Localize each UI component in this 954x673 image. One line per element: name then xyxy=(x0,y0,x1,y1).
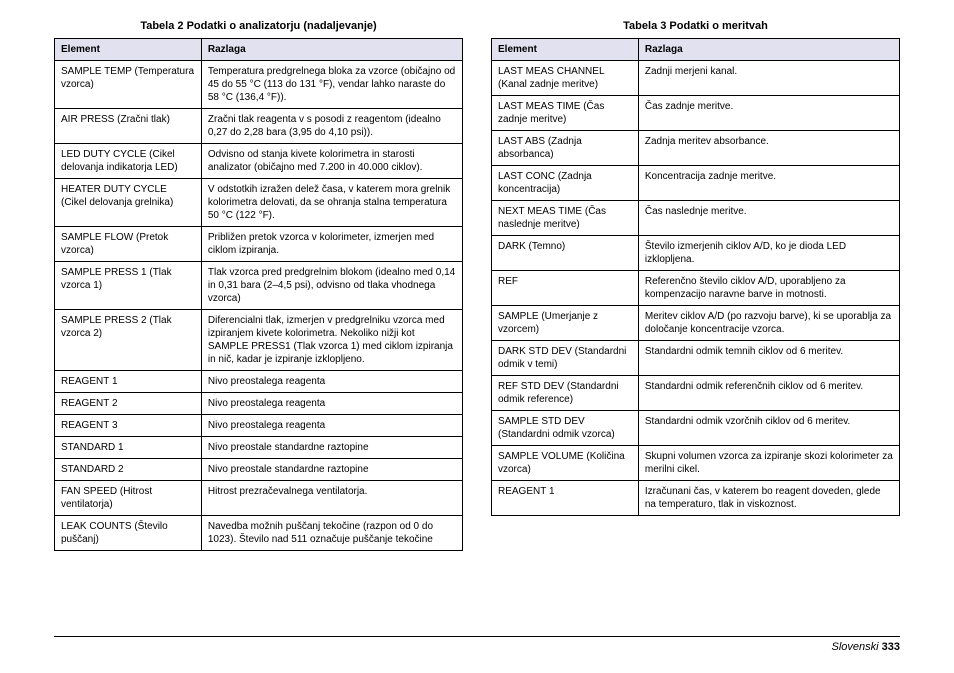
table3-cell-razlaga: Število izmerjenih ciklov A/D, ko je dio… xyxy=(638,236,899,271)
table2-row: REAGENT 3Nivo preostalega reagenta xyxy=(55,415,463,437)
table3-cell-razlaga: Čas naslednje meritve. xyxy=(638,201,899,236)
table3-cell-element: REF STD DEV (Standardni odmik reference) xyxy=(492,376,639,411)
table2-cell-razlaga: Temperatura predgrelnega bloka za vzorce… xyxy=(201,61,462,109)
table2-cell-razlaga: Nivo preostalega reagenta xyxy=(201,393,462,415)
table3-cell-element: SAMPLE (Umerjanje z vzorcem) xyxy=(492,306,639,341)
table3-row: REAGENT 1Izračunani čas, v katerem bo re… xyxy=(492,481,900,516)
table2-cell-element: STANDARD 1 xyxy=(55,437,202,459)
table2-cell-element: SAMPLE PRESS 2 (Tlak vzorca 2) xyxy=(55,310,202,371)
table2: Element Razlaga SAMPLE TEMP (Temperatura… xyxy=(54,38,463,551)
page-footer: Slovenski 333 xyxy=(54,636,900,653)
table2-row: REAGENT 1Nivo preostalega reagenta xyxy=(55,371,463,393)
table2-cell-razlaga: Nivo preostale standardne raztopine xyxy=(201,459,462,481)
table3-cell-element: DARK STD DEV (Standardni odmik v temi) xyxy=(492,341,639,376)
table3-cell-element: LAST MEAS TIME (Čas zadnje meritve) xyxy=(492,96,639,131)
table2-cell-element: SAMPLE TEMP (Temperatura vzorca) xyxy=(55,61,202,109)
table2-cell-razlaga: Nivo preostale standardne raztopine xyxy=(201,437,462,459)
table2-cell-element: LED DUTY CYCLE (Cikel delovanja indikato… xyxy=(55,144,202,179)
table2-cell-razlaga: Nivo preostalega reagenta xyxy=(201,371,462,393)
table2-header-razlaga: Razlaga xyxy=(201,39,462,61)
table3-cell-razlaga: Zadnja meritev absorbance. xyxy=(638,131,899,166)
table3-row: LAST CONC (Zadnja koncentracija)Koncentr… xyxy=(492,166,900,201)
table3-cell-razlaga: Standardni odmik temnih ciklov od 6 meri… xyxy=(638,341,899,376)
table3-row: LAST MEAS TIME (Čas zadnje meritve)Čas z… xyxy=(492,96,900,131)
page: Tabela 2 Podatki o analizatorju (nadalje… xyxy=(0,0,954,673)
footer-page-number: 333 xyxy=(882,641,900,653)
right-column: Tabela 3 Podatki o meritvah Element Razl… xyxy=(491,20,900,551)
table2-cell-element: STANDARD 2 xyxy=(55,459,202,481)
table2-cell-razlaga: Približen pretok vzorca v kolorimeter, i… xyxy=(201,227,462,262)
table3-row: LAST MEAS CHANNEL (Kanal zadnje meritve)… xyxy=(492,61,900,96)
table3-cell-razlaga: Skupni volumen vzorca za izpiranje skozi… xyxy=(638,446,899,481)
table2-cell-razlaga: Navedba možnih puščanj tekočine (razpon … xyxy=(201,516,462,551)
two-column-layout: Tabela 2 Podatki o analizatorju (nadalje… xyxy=(54,20,900,551)
table3-cell-element: LAST MEAS CHANNEL (Kanal zadnje meritve) xyxy=(492,61,639,96)
table3-row: REF STD DEV (Standardni odmik reference)… xyxy=(492,376,900,411)
table2-header-element: Element xyxy=(55,39,202,61)
table3-cell-razlaga: Koncentracija zadnje meritve. xyxy=(638,166,899,201)
table3-header-row: Element Razlaga xyxy=(492,39,900,61)
table2-cell-element: HEATER DUTY CYCLE (Cikel delovanja greln… xyxy=(55,179,202,227)
table3-cell-razlaga: Referenčno število ciklov A/D, uporablje… xyxy=(638,271,899,306)
table3-cell-element: DARK (Temno) xyxy=(492,236,639,271)
table2-cell-element: REAGENT 3 xyxy=(55,415,202,437)
table2-cell-razlaga: Tlak vzorca pred predgrelnim blokom (ide… xyxy=(201,262,462,310)
table2-row: AIR PRESS (Zračni tlak)Zračni tlak reage… xyxy=(55,109,463,144)
table3-title: Tabela 3 Podatki o meritvah xyxy=(491,20,900,32)
table3-row: DARK STD DEV (Standardni odmik v temi)St… xyxy=(492,341,900,376)
table3-cell-element: SAMPLE STD DEV (Standardni odmik vzorca) xyxy=(492,411,639,446)
table3-row: DARK (Temno)Število izmerjenih ciklov A/… xyxy=(492,236,900,271)
table2-cell-element: LEAK COUNTS (Število puščanj) xyxy=(55,516,202,551)
table2-cell-element: AIR PRESS (Zračni tlak) xyxy=(55,109,202,144)
table2-row: SAMPLE PRESS 2 (Tlak vzorca 2)Diferencia… xyxy=(55,310,463,371)
table2-cell-razlaga: Hitrost prezračevalnega ventilatorja. xyxy=(201,481,462,516)
table3-row: SAMPLE (Umerjanje z vzorcem)Meritev cikl… xyxy=(492,306,900,341)
table2-row: STANDARD 1Nivo preostale standardne razt… xyxy=(55,437,463,459)
table3-cell-razlaga: Zadnji merjeni kanal. xyxy=(638,61,899,96)
table3-cell-element: REAGENT 1 xyxy=(492,481,639,516)
table2-cell-razlaga: Odvisno od stanja kivete kolorimetra in … xyxy=(201,144,462,179)
table3-row: SAMPLE VOLUME (Količina vzorca)Skupni vo… xyxy=(492,446,900,481)
table3-header-element: Element xyxy=(492,39,639,61)
table2-cell-element: SAMPLE PRESS 1 (Tlak vzorca 1) xyxy=(55,262,202,310)
table2-header-row: Element Razlaga xyxy=(55,39,463,61)
table3-row: LAST ABS (Zadnja absorbanca)Zadnja merit… xyxy=(492,131,900,166)
table2-row: SAMPLE PRESS 1 (Tlak vzorca 1)Tlak vzorc… xyxy=(55,262,463,310)
table3-cell-razlaga: Meritev ciklov A/D (po razvoju barve), k… xyxy=(638,306,899,341)
table3-cell-element: LAST CONC (Zadnja koncentracija) xyxy=(492,166,639,201)
table2-cell-razlaga: Nivo preostalega reagenta xyxy=(201,415,462,437)
table2-row: LEAK COUNTS (Število puščanj)Navedba mož… xyxy=(55,516,463,551)
table2-cell-element: FAN SPEED (Hitrost ventilatorja) xyxy=(55,481,202,516)
table2-cell-element: REAGENT 2 xyxy=(55,393,202,415)
left-column: Tabela 2 Podatki o analizatorju (nadalje… xyxy=(54,20,463,551)
table2-row: SAMPLE FLOW (Pretok vzorca)Približen pre… xyxy=(55,227,463,262)
table3: Element Razlaga LAST MEAS CHANNEL (Kanal… xyxy=(491,38,900,516)
table2-row: FAN SPEED (Hitrost ventilatorja)Hitrost … xyxy=(55,481,463,516)
table2-cell-razlaga: Diferencialni tlak, izmerjen v predgreln… xyxy=(201,310,462,371)
table3-cell-element: REF xyxy=(492,271,639,306)
table2-row: LED DUTY CYCLE (Cikel delovanja indikato… xyxy=(55,144,463,179)
table3-cell-razlaga: Čas zadnje meritve. xyxy=(638,96,899,131)
table2-cell-razlaga: V odstotkih izražen delež časa, v katere… xyxy=(201,179,462,227)
table2-title: Tabela 2 Podatki o analizatorju (nadalje… xyxy=(54,20,463,32)
table3-cell-element: NEXT MEAS TIME (Čas naslednje meritve) xyxy=(492,201,639,236)
table3-cell-razlaga: Izračunani čas, v katerem bo reagent dov… xyxy=(638,481,899,516)
table3-cell-razlaga: Standardni odmik vzorčnih ciklov od 6 me… xyxy=(638,411,899,446)
table2-cell-element: REAGENT 1 xyxy=(55,371,202,393)
table3-row: REFReferenčno število ciklov A/D, uporab… xyxy=(492,271,900,306)
table2-row: HEATER DUTY CYCLE (Cikel delovanja greln… xyxy=(55,179,463,227)
table3-row: SAMPLE STD DEV (Standardni odmik vzorca)… xyxy=(492,411,900,446)
table3-header-razlaga: Razlaga xyxy=(638,39,899,61)
table2-row: SAMPLE TEMP (Temperatura vzorca)Temperat… xyxy=(55,61,463,109)
table3-cell-razlaga: Standardni odmik referenčnih ciklov od 6… xyxy=(638,376,899,411)
table2-row: STANDARD 2Nivo preostale standardne razt… xyxy=(55,459,463,481)
footer-language: Slovenski xyxy=(832,641,879,653)
table3-row: NEXT MEAS TIME (Čas naslednje meritve)Ča… xyxy=(492,201,900,236)
table2-cell-razlaga: Zračni tlak reagenta v s posodi z reagen… xyxy=(201,109,462,144)
table2-row: REAGENT 2Nivo preostalega reagenta xyxy=(55,393,463,415)
table2-cell-element: SAMPLE FLOW (Pretok vzorca) xyxy=(55,227,202,262)
table3-cell-element: SAMPLE VOLUME (Količina vzorca) xyxy=(492,446,639,481)
table3-cell-element: LAST ABS (Zadnja absorbanca) xyxy=(492,131,639,166)
